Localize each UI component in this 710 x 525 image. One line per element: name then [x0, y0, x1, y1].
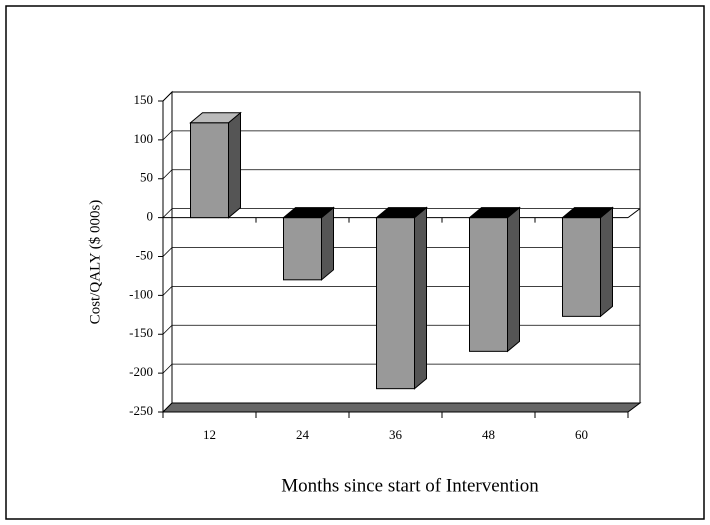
x-tick-label: 12	[203, 427, 216, 442]
bar	[562, 217, 601, 317]
bar-side	[228, 111, 241, 219]
y-tick-label: 100	[134, 131, 154, 146]
bar-side	[600, 206, 613, 318]
y-tick-label: 150	[134, 92, 154, 107]
y-axis-title: Cost/QALY ($ 000s)	[87, 200, 103, 325]
bar-side	[321, 206, 334, 281]
bar-side	[507, 206, 520, 353]
bar	[469, 217, 508, 352]
bar-top	[189, 112, 242, 124]
y-tick-label: 0	[147, 209, 154, 224]
x-tick-label: 24	[296, 427, 310, 442]
x-tick-label: 60	[575, 427, 588, 442]
y-tick-label: 50	[140, 170, 153, 185]
y-tick-label: -200	[129, 364, 153, 379]
bar-top	[375, 207, 428, 219]
bar-top	[468, 207, 521, 219]
x-tick-label: 36	[389, 427, 403, 442]
grid-line	[162, 286, 173, 296]
grid-line	[162, 208, 173, 218]
x-axis-title: Months since start of Intervention	[281, 475, 539, 496]
grid-line	[162, 324, 173, 335]
bar	[376, 217, 415, 390]
y-tick-label: -150	[129, 325, 153, 340]
grid-line	[162, 363, 173, 374]
grid-line	[162, 247, 173, 257]
bar-top	[282, 207, 335, 219]
zero-line	[627, 208, 641, 219]
grid-line	[162, 91, 173, 102]
y-tick-label: -250	[129, 403, 153, 418]
grid-line	[162, 130, 173, 141]
grid-line	[162, 169, 173, 180]
floor	[161, 402, 642, 413]
bar-top	[561, 207, 614, 219]
x-tick-label: 48	[482, 427, 495, 442]
y-tick-label: -50	[136, 247, 153, 262]
y-tick-label: -100	[129, 286, 153, 301]
bar-side	[414, 206, 427, 390]
bar	[190, 122, 229, 219]
bar	[283, 217, 322, 281]
